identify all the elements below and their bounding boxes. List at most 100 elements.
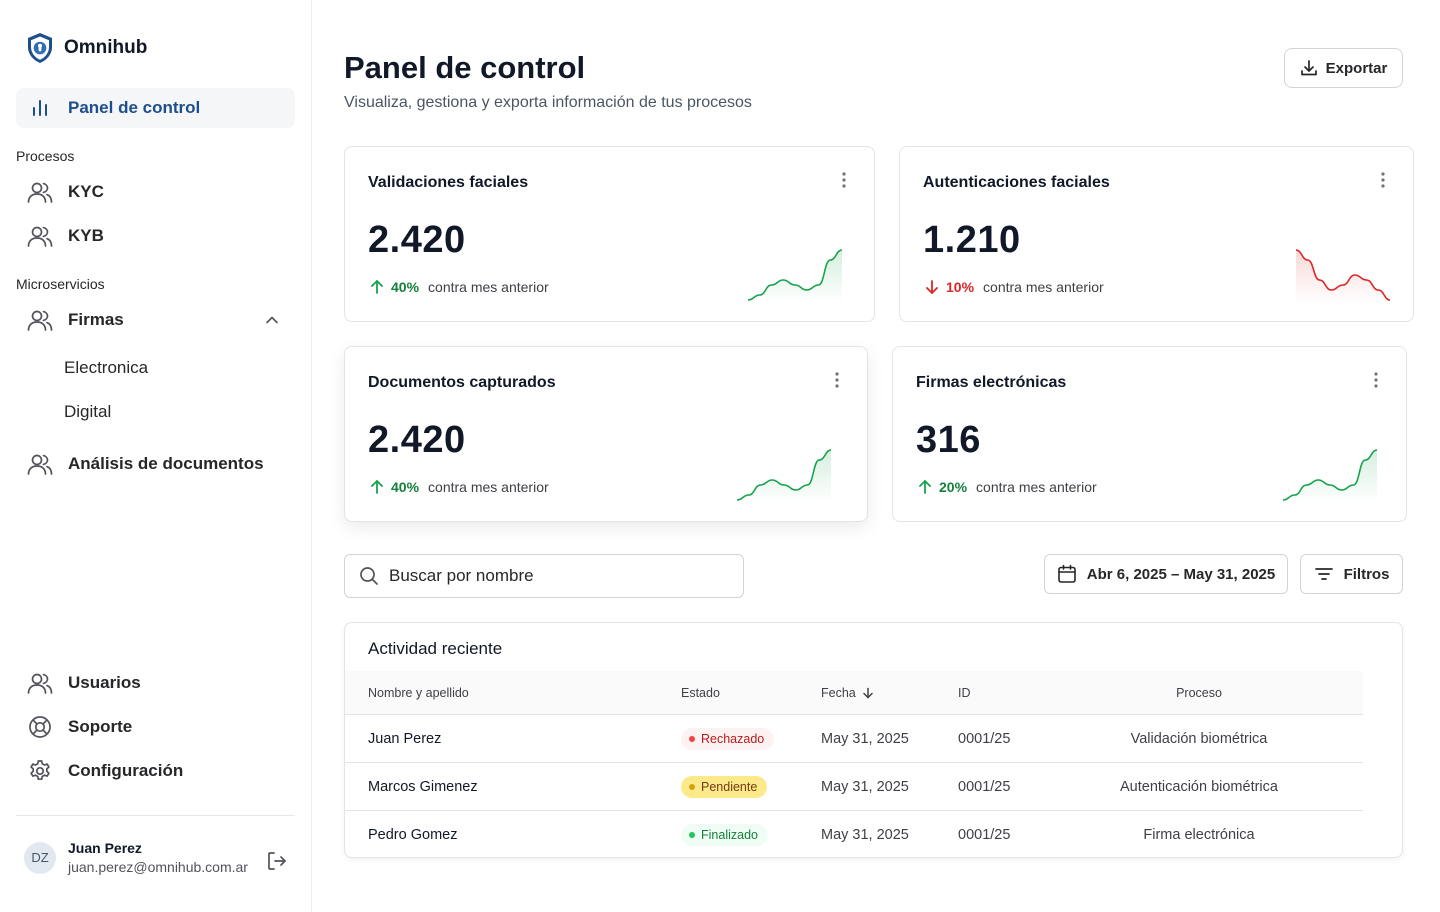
date-range-button[interactable]: Abr 6, 2025 – May 31, 2025 bbox=[1044, 554, 1288, 594]
filters-label: Filtros bbox=[1343, 565, 1390, 583]
page-subtitle: Visualiza, gestiona y exporta informació… bbox=[344, 94, 752, 111]
sidebar-item-label: KYB bbox=[68, 226, 104, 245]
change-comparison: contra mes anterior bbox=[428, 279, 549, 295]
more-vertical-icon[interactable] bbox=[842, 172, 846, 188]
card-value: 2.420 bbox=[368, 419, 466, 461]
main-content: Panel de control Visualiza, gestiona y e… bbox=[312, 0, 1440, 912]
table-row[interactable]: Marcos Gimenez Pendiente May 31, 2025 00… bbox=[345, 763, 1363, 811]
users-icon bbox=[26, 669, 54, 697]
column-header-date[interactable]: Fecha bbox=[821, 686, 874, 700]
sidebar-item-usuarios[interactable]: Usuarios bbox=[16, 663, 295, 703]
user-email: juan.perez@omnihub.com.ar bbox=[68, 859, 248, 875]
more-vertical-icon[interactable] bbox=[835, 372, 839, 388]
stat-card: Documentos capturados 2.420 40% contra m… bbox=[344, 346, 868, 522]
cell-name: Pedro Gomez bbox=[368, 827, 458, 843]
sidebar-item-configuracion[interactable]: Configuración bbox=[16, 751, 295, 791]
status-badge: Pendiente bbox=[681, 776, 768, 798]
sidebar-item-label: Firmas bbox=[68, 310, 124, 329]
lifebuoy-icon bbox=[26, 713, 54, 741]
card-value: 2.420 bbox=[368, 219, 466, 261]
card-change: 10% contra mes anterior bbox=[924, 279, 1104, 295]
change-percent: 40% bbox=[391, 279, 420, 295]
sidebar-item-analisis-de-documentos[interactable]: Análisis de documentos bbox=[16, 444, 295, 484]
section-label-procesos: Procesos bbox=[16, 148, 75, 164]
cell-date: May 31, 2025 bbox=[821, 827, 909, 843]
gear-icon bbox=[26, 757, 54, 785]
sparkline-area bbox=[1283, 450, 1377, 503]
more-vertical-icon[interactable] bbox=[1381, 172, 1385, 188]
search-input[interactable] bbox=[389, 566, 719, 586]
column-header-id[interactable]: ID bbox=[958, 686, 971, 700]
change-percent: 10% bbox=[946, 279, 975, 295]
sidebar-item-soporte[interactable]: Soporte bbox=[16, 707, 295, 747]
sidebar-item-label: Usuarios bbox=[68, 673, 141, 692]
sidebar-item-kyb[interactable]: KYB bbox=[16, 216, 295, 256]
status-badge: Finalizado bbox=[681, 824, 768, 846]
sidebar-item-label: KYC bbox=[68, 182, 104, 201]
status-badge: Rechazado bbox=[681, 728, 775, 750]
card-value: 316 bbox=[916, 419, 981, 461]
column-header-status[interactable]: Estado bbox=[681, 686, 720, 700]
users-icon bbox=[26, 450, 54, 478]
logout-icon[interactable] bbox=[266, 850, 288, 872]
arrow-icon bbox=[371, 280, 383, 294]
sidebar-subitem-digital[interactable]: Digital bbox=[64, 402, 112, 421]
card-title: Documentos capturados bbox=[368, 374, 556, 391]
user-info: Juan Perez juan.perez@omnihub.com.ar bbox=[68, 840, 248, 875]
table-row[interactable]: Pedro Gomez Finalizado May 31, 2025 0001… bbox=[345, 811, 1363, 857]
more-vertical-icon[interactable] bbox=[1374, 372, 1378, 388]
user-name: Juan Perez bbox=[68, 840, 142, 856]
bar-chart-icon bbox=[26, 94, 54, 122]
arrow-icon bbox=[926, 280, 938, 294]
sidebar-item-label: Análisis de documentos bbox=[68, 454, 264, 473]
sparkline-area bbox=[737, 450, 831, 503]
filter-lines-icon bbox=[1314, 568, 1333, 580]
card-change: 40% contra mes anterior bbox=[369, 479, 549, 495]
sidebar-item-kyc[interactable]: KYC bbox=[16, 172, 295, 212]
arrow-down-icon bbox=[863, 687, 873, 699]
users-icon bbox=[26, 222, 54, 250]
sidebar-subitem-electronica[interactable]: Electronica bbox=[64, 358, 149, 377]
sparkline-chart bbox=[1295, 249, 1391, 303]
column-header-process[interactable]: Proceso bbox=[1176, 686, 1222, 700]
table-row[interactable]: Juan Perez Rechazado May 31, 2025 0001/2… bbox=[345, 715, 1363, 763]
stat-card: Firmas electrónicas 316 20% contra mes a… bbox=[892, 346, 1407, 522]
card-title: Firmas electrónicas bbox=[916, 374, 1067, 391]
cell-id: 0001/25 bbox=[958, 731, 1011, 747]
sidebar-item-panel-de-control[interactable]: Panel de control bbox=[16, 88, 295, 128]
sparkline-chart bbox=[1282, 449, 1378, 503]
download-icon bbox=[1300, 60, 1317, 76]
arrow-icon bbox=[371, 480, 383, 494]
search-box[interactable] bbox=[344, 554, 744, 598]
cell-date: May 31, 2025 bbox=[821, 731, 909, 747]
sidebar-item-label: Configuración bbox=[68, 761, 184, 780]
table-title: Actividad reciente bbox=[368, 639, 503, 658]
sparkline-line bbox=[1282, 449, 1378, 501]
sparkline-area bbox=[748, 250, 842, 303]
sparkline-area bbox=[1296, 250, 1390, 303]
column-header-name[interactable]: Nombre y apellido bbox=[368, 686, 469, 700]
cell-process: Firma electrónica bbox=[1143, 827, 1255, 843]
brand[interactable]: Omnihub bbox=[26, 32, 147, 64]
cell-name: Juan Perez bbox=[368, 731, 442, 747]
sparkline-chart bbox=[736, 449, 832, 503]
users-icon bbox=[26, 178, 54, 206]
sidebar-item-firmas[interactable]: Firmas bbox=[16, 300, 295, 340]
shield-logo-icon bbox=[28, 33, 52, 63]
stat-card: Validaciones faciales 2.420 40% contra m… bbox=[344, 146, 875, 322]
status-label: Rechazado bbox=[701, 732, 765, 746]
user-profile[interactable]: DZ Juan Perez juan.perez@omnihub.com.ar bbox=[24, 840, 248, 875]
change-percent: 40% bbox=[391, 479, 420, 495]
section-label-microservicios: Microservicios bbox=[16, 276, 105, 292]
chevron-up-icon[interactable] bbox=[265, 313, 279, 327]
cell-name: Marcos Gimenez bbox=[368, 779, 478, 795]
card-change: 20% contra mes anterior bbox=[917, 479, 1097, 495]
sparkline-line bbox=[747, 249, 843, 301]
filters-button[interactable]: Filtros bbox=[1300, 554, 1403, 594]
card-value: 1.210 bbox=[923, 219, 1021, 261]
cell-id: 0001/25 bbox=[958, 827, 1011, 843]
arrow-icon bbox=[919, 480, 931, 494]
search-icon bbox=[360, 567, 378, 585]
export-button[interactable]: Exportar bbox=[1284, 48, 1403, 88]
cell-date: May 31, 2025 bbox=[821, 779, 909, 795]
